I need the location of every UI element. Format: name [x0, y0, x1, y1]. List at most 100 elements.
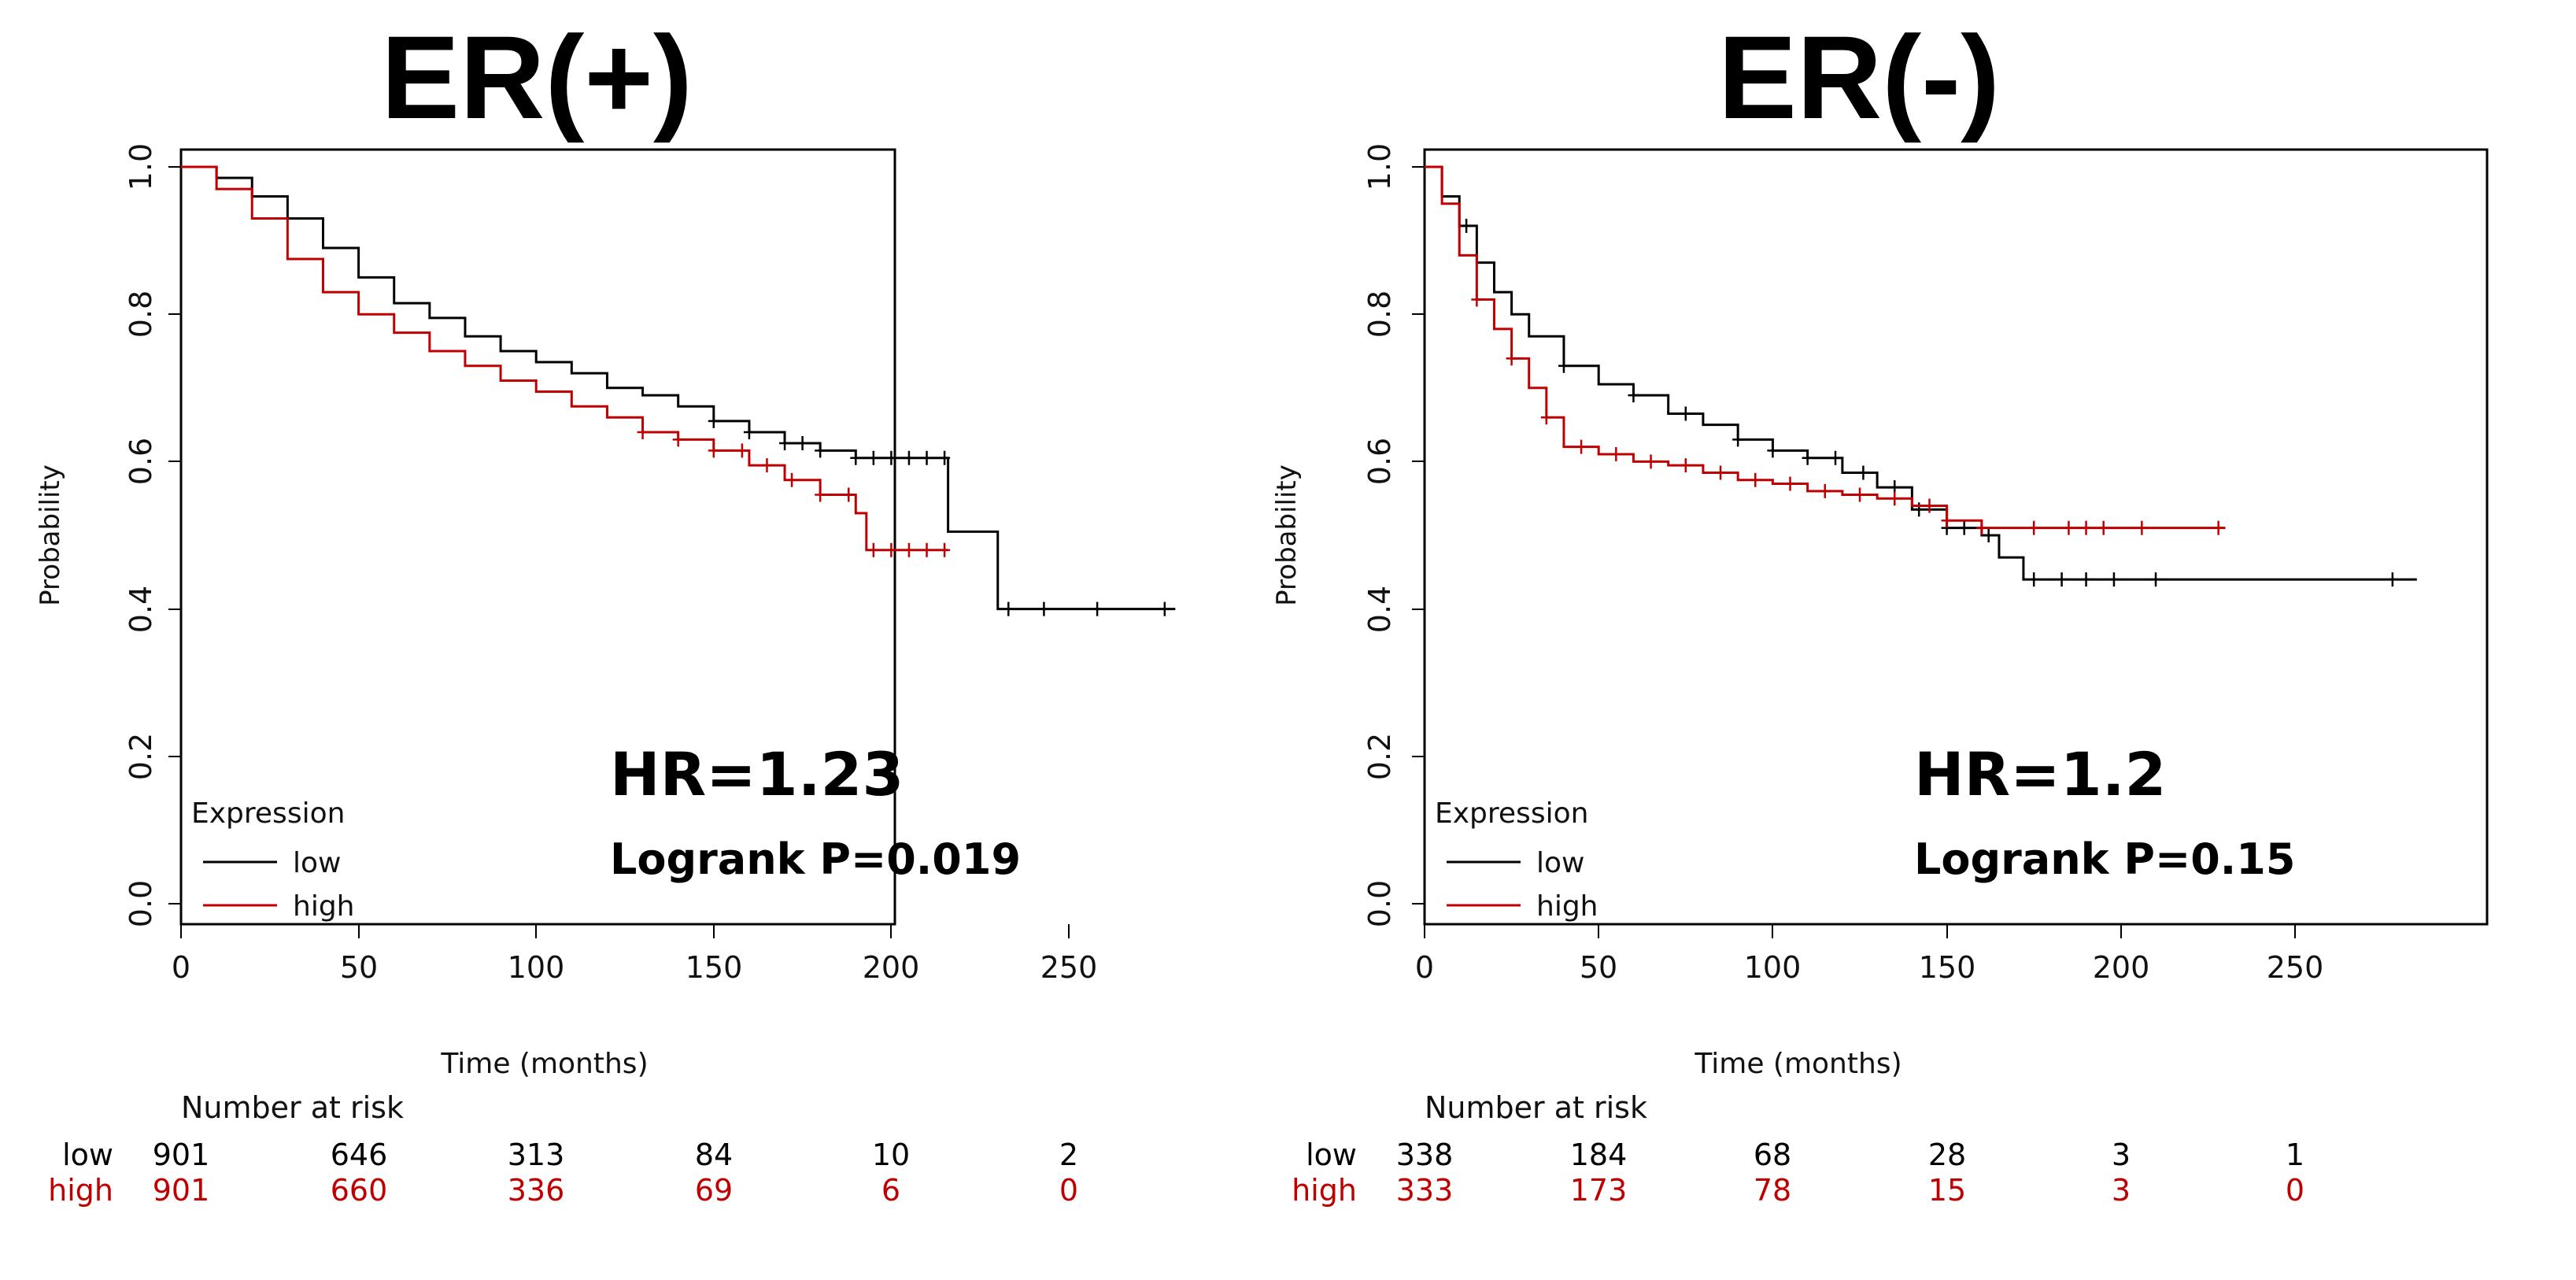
censor-mark-low [1159, 601, 1170, 616]
censor-mark-high [2063, 520, 2075, 535]
censor-mark-high [1854, 487, 1865, 502]
x-tick-label: 50 [340, 950, 378, 985]
legend-label-high: high [1536, 890, 1598, 923]
censor-mark-low [921, 450, 933, 465]
censor-mark-low [1983, 528, 1994, 542]
censor-mark-low [1857, 465, 1869, 480]
censor-mark-high [1506, 351, 1517, 366]
censor-mark-high [815, 487, 826, 502]
y-tick-label: 0.8 [124, 290, 158, 338]
censor-mark-high [2028, 520, 2040, 535]
censor-mark-low [2080, 572, 2092, 587]
logrank-p: Logrank P=0.019 [610, 834, 1021, 884]
censor-mark-low [779, 436, 791, 450]
risk-value: 646 [331, 1138, 388, 1172]
risk-value: 10 [872, 1138, 910, 1172]
censor-mark-low [1958, 520, 1970, 535]
censor-mark-low [2386, 572, 2398, 587]
censor-mark-low [815, 443, 826, 458]
x-tick-label: 0 [172, 950, 190, 985]
censor-mark-high [885, 542, 897, 557]
censor-mark-high [903, 542, 915, 557]
hazard-ratio: HR=1.23 [610, 739, 904, 809]
censor-mark-low [708, 413, 719, 428]
y-tick-label: 0.6 [124, 438, 158, 485]
x-tick-label: 250 [2267, 950, 2324, 985]
censor-mark-high [1576, 439, 1587, 454]
x-tick-label: 50 [1580, 950, 1617, 985]
censor-mark-high [1471, 292, 1483, 307]
panel-er-positive: ER(+) Probability Time (months) 0.0 0.2 … [35, 11, 1176, 1208]
y-axis-label: Probability [35, 464, 66, 606]
censor-mark-high [1784, 476, 1796, 491]
plot-frame [179, 148, 896, 926]
risk-value: 0 [2286, 1173, 2304, 1208]
risk-value: 313 [508, 1138, 565, 1172]
censor-mark-high [2080, 520, 2092, 535]
censor-mark-high [843, 487, 855, 502]
censor-mark-high [2212, 520, 2224, 535]
y-tick-label: 0.2 [124, 733, 158, 780]
panel-title: ER(+) [381, 11, 693, 143]
censor-mark-low [1558, 358, 1569, 373]
legend-title: Expression [1435, 797, 1588, 830]
logrank-p: Logrank P=0.15 [1914, 834, 2295, 884]
risk-value: 184 [1570, 1138, 1628, 1172]
censor-mark-low [1461, 218, 1473, 233]
risk-value: 333 [1396, 1173, 1454, 1208]
risk-table-header: Number at risk [1425, 1090, 1647, 1125]
censor-mark-low [1732, 432, 1744, 447]
survival-curve-high [181, 165, 948, 552]
risk-table: Number at risk low high 901 646 313 84 1… [48, 1090, 1078, 1208]
panel-title: ER(-) [1718, 11, 2000, 143]
censor-mark-low [2028, 572, 2040, 587]
censor-mark-low [2108, 572, 2120, 587]
x-tick-label: 200 [863, 950, 920, 985]
legend-label-high: high [293, 890, 355, 923]
legend: Expression low high [1435, 797, 1598, 923]
hazard-ratio: HR=1.2 [1914, 739, 2166, 809]
risk-value: 901 [153, 1138, 210, 1172]
x-tick-label: 150 [686, 950, 743, 985]
censor-mark-high [1750, 472, 1761, 487]
censor-mark-high [921, 542, 933, 557]
risk-value: 28 [1928, 1138, 1966, 1172]
risk-value: 173 [1570, 1173, 1628, 1208]
risk-row-label-low: low [62, 1138, 113, 1172]
survival-curve-low [181, 165, 1176, 611]
legend-title: Expression [191, 797, 345, 830]
risk-value: 84 [695, 1138, 733, 1172]
survival-curves [1425, 165, 2417, 587]
risk-value: 15 [1928, 1173, 1966, 1208]
risk-value: 3 [2112, 1173, 2131, 1208]
censor-mark-low [1038, 601, 1050, 616]
risk-table: Number at risk low high 338 184 68 28 3 … [1292, 1090, 2304, 1208]
censor-mark-low [2056, 572, 2068, 587]
censor-mark-low [903, 450, 915, 465]
censor-mark-high [1610, 447, 1622, 462]
censor-mark-low [1092, 601, 1103, 616]
censor-mark-high [1975, 520, 1987, 535]
y-tick-label: 0.0 [124, 880, 158, 927]
risk-value: 336 [508, 1173, 565, 1208]
risk-value: 901 [153, 1173, 210, 1208]
risk-value: 0 [1059, 1173, 1078, 1208]
x-tick-label: 100 [1744, 950, 1802, 985]
censor-mark-high [672, 432, 684, 447]
plot-frame [1423, 148, 2489, 926]
x-tick-label: 0 [1415, 950, 1434, 985]
survival-curves [181, 165, 1176, 616]
y-tick-label: 0.0 [1362, 880, 1397, 927]
censor-mark-low [885, 450, 897, 465]
censor-mark-high [786, 472, 798, 487]
censor-mark-high [736, 443, 748, 458]
censor-mark-low [1767, 443, 1779, 458]
legend-label-low: low [293, 847, 341, 879]
censor-mark-low [1913, 502, 1925, 517]
risk-table-header: Number at risk [181, 1090, 404, 1125]
legend: Expression low high [191, 797, 355, 923]
censor-mark-high [1819, 483, 1831, 498]
censor-mark-high [1941, 513, 1953, 528]
censor-mark-high [761, 458, 773, 473]
